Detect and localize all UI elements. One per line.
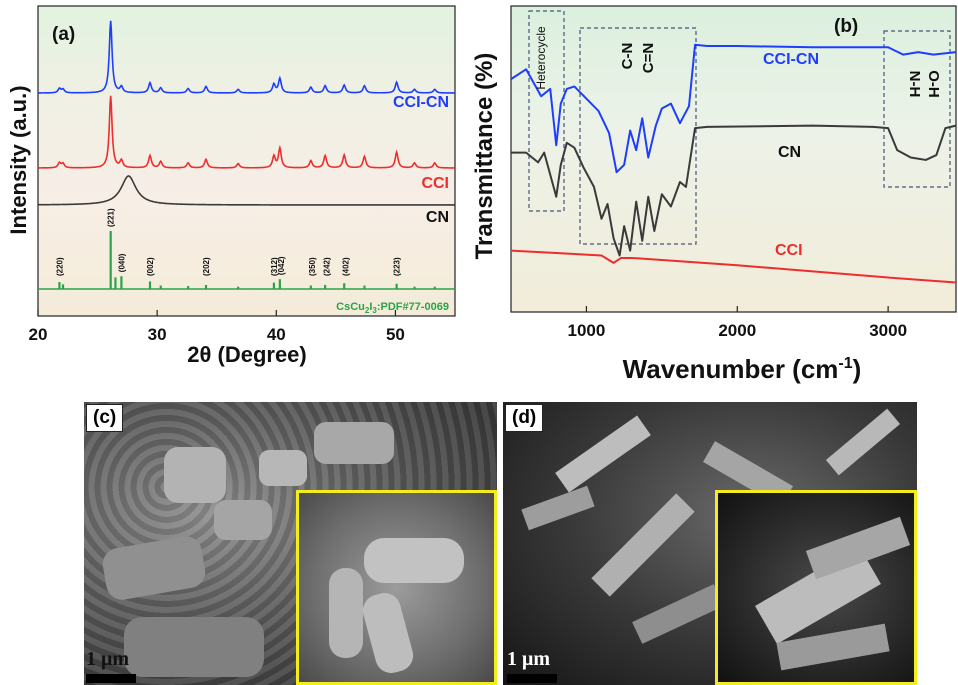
plot-area-b xyxy=(510,5,957,313)
miller-index-label: (202) xyxy=(202,257,211,276)
miller-index-label: (221) xyxy=(107,208,116,227)
panel-b: 1000 2000 3000 Heterocycle C-N C=N N-H O-H… xyxy=(471,5,957,384)
scale-bar-label-c: 1 μm xyxy=(86,648,129,670)
sem-image-d: (d) 1 μm xyxy=(503,402,917,685)
xrd-line-cci xyxy=(38,95,455,169)
sem-inset-crystal xyxy=(359,589,417,677)
x-axis-label-a: 2θ (Degree) xyxy=(187,342,307,367)
series-lines-a xyxy=(38,20,455,206)
x-tick-label-a: 30 xyxy=(148,325,167,344)
miller-index-label: (223) xyxy=(393,257,402,276)
ceqn-bond-label: C=N xyxy=(640,43,657,73)
panel-c-label: (c) xyxy=(86,404,124,432)
x-ticks-a: 20 30 40 50 xyxy=(29,310,405,344)
miller-index-label: (402) xyxy=(341,257,350,276)
sem-crystal xyxy=(314,422,394,464)
sem-flake xyxy=(825,408,901,476)
heterocycle-label: Heterocycle xyxy=(534,26,548,90)
sem-flake xyxy=(591,493,695,597)
miller-index-label: (002) xyxy=(146,257,155,276)
panel-b-label: (b) xyxy=(834,16,858,37)
sem-inset-crystal xyxy=(364,538,464,583)
miller-index-label: (040) xyxy=(117,253,126,272)
x-axis-label-b: Wavenumber (cm-1) xyxy=(623,354,862,384)
miller-index-labels-a: (220) (221) (040) (002) (202) (312)(042) (350)… xyxy=(55,208,401,276)
panel-a-label: (a) xyxy=(52,24,75,45)
sem-flake xyxy=(555,415,651,493)
miller-index-label: (042) xyxy=(277,256,286,275)
scale-bar-label-d: 1 μm xyxy=(507,648,550,670)
sem-flake xyxy=(521,485,595,531)
sem-crystal xyxy=(124,617,264,677)
sem-crystal xyxy=(259,450,307,486)
xrd-line-cn xyxy=(38,175,455,206)
panel-a: 20 30 40 50 (220)(221)(040) (002) (202) (312)(… xyxy=(6,5,456,367)
miller-index-label: (312) xyxy=(270,257,279,276)
sem-inset-c xyxy=(296,490,497,685)
series-label-cci-b: CCI xyxy=(775,242,803,259)
miller-index-label: (350) xyxy=(308,257,317,276)
sem-inset-crystal xyxy=(329,568,363,658)
sem-crystal xyxy=(164,447,226,503)
series-label-cci-cn: CCI-CN xyxy=(393,94,449,111)
reference-sticks-a xyxy=(38,231,455,290)
xrd-line-cci-cn xyxy=(38,20,455,94)
y-axis-label-a: Intensity (a.u.) xyxy=(6,85,31,234)
sem-crystal xyxy=(214,500,272,540)
cn-bond-label: C-N xyxy=(619,43,636,70)
ftir-line-cn xyxy=(511,124,957,257)
x-tick-label-a: 50 xyxy=(386,325,405,344)
y-axis-label-b: Transmittance (%) xyxy=(471,53,498,260)
nh-oh-region-box xyxy=(883,30,951,188)
heterocycle-box xyxy=(528,10,565,212)
nh-bond-label: N-H xyxy=(906,71,923,98)
series-lines-b xyxy=(510,43,957,284)
series-label-cn: CN xyxy=(426,209,449,226)
miller-index-label: (242) xyxy=(322,257,331,276)
x-tick-label-b: 1000 xyxy=(568,321,606,340)
ftir-line-cci xyxy=(510,249,957,284)
miller-index-label: (220) xyxy=(55,257,64,276)
reference-label: CsCu2I3:PDF#77-0069 xyxy=(336,301,449,315)
series-label-cci-cn-b: CCI-CN xyxy=(763,51,819,68)
sem-flake xyxy=(632,584,724,644)
region-boxes-b xyxy=(528,10,951,245)
scale-bar-c xyxy=(86,674,136,683)
series-label-cci: CCI xyxy=(421,175,449,192)
plot-area-a xyxy=(37,5,456,317)
x-tick-label-a: 40 xyxy=(267,325,286,344)
x-tick-label-a: 20 xyxy=(29,325,48,344)
sem-inset-d xyxy=(715,490,917,685)
panel-d-label: (d) xyxy=(505,404,544,432)
x-tick-label-b: 3000 xyxy=(869,321,907,340)
scale-bar-d xyxy=(507,674,557,683)
x-tick-label-b: 2000 xyxy=(718,321,756,340)
oh-bond-label: O-H xyxy=(925,70,942,98)
series-label-cn-b: CN xyxy=(778,144,801,161)
ftir-line-cci-cn xyxy=(510,43,957,174)
x-ticks-b: 1000 2000 3000 xyxy=(568,306,907,340)
cn-region-box xyxy=(579,27,697,245)
sem-image-c: (c) 1 μm xyxy=(84,402,497,685)
